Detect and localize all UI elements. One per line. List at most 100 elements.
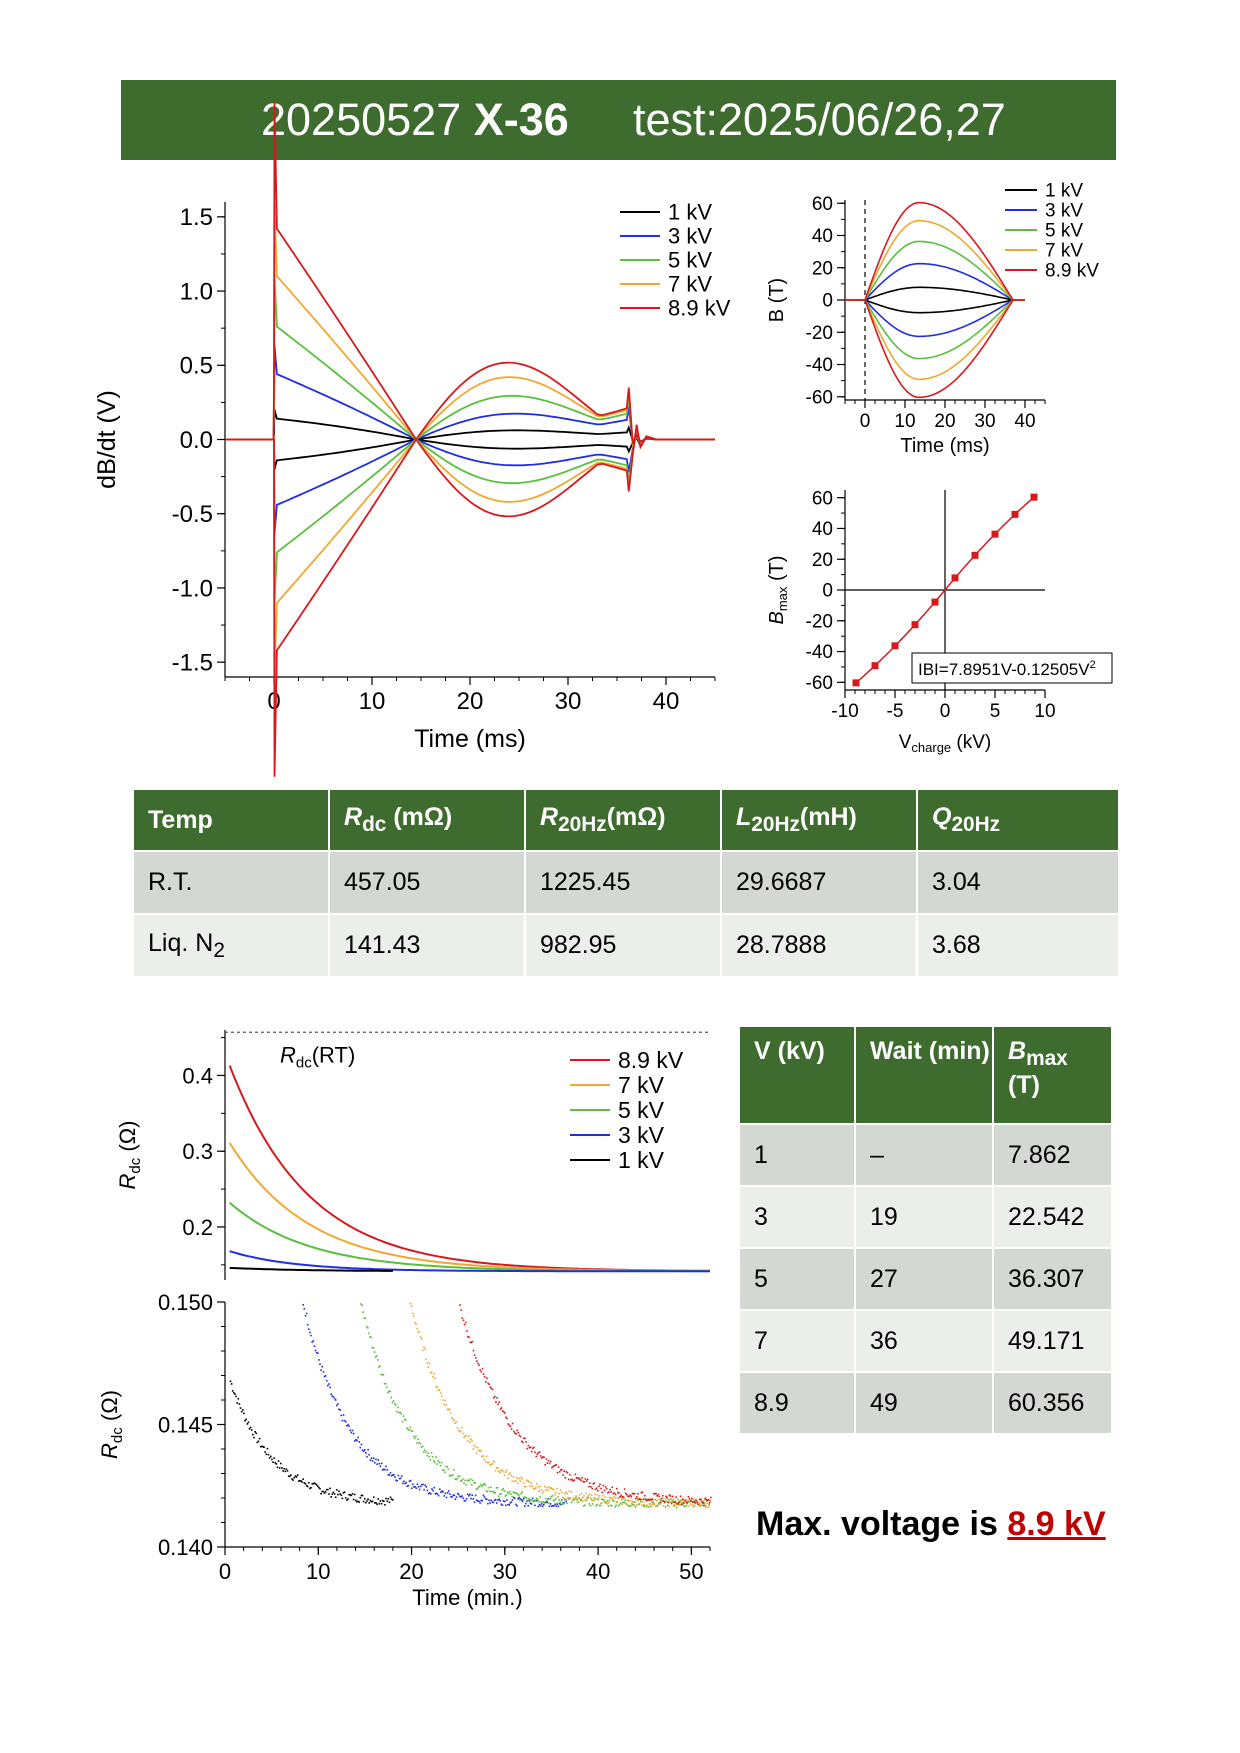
rdc-data-point: [399, 1411, 401, 1414]
rdc-data-point: [707, 1506, 709, 1509]
rdc-data-point: [622, 1497, 624, 1500]
rdc-data-point: [548, 1505, 551, 1507]
rdc-data-point: [434, 1461, 436, 1463]
rdc-data-point: [418, 1330, 421, 1333]
rdc-data-point: [398, 1411, 400, 1414]
rdc-data-point: [465, 1497, 468, 1500]
rdc-data-point: [626, 1494, 628, 1496]
rdc-data-point: [477, 1500, 479, 1502]
rdc-data-point: [375, 1502, 377, 1504]
rdc-data-point: [271, 1458, 273, 1461]
rdc-data-point: [477, 1449, 480, 1452]
rdc-data-point: [539, 1504, 542, 1507]
rdc-data-point: [257, 1440, 260, 1443]
rdc-data-point: [419, 1443, 422, 1445]
rdc-data-point: [538, 1451, 541, 1453]
rdc-data-point: [530, 1482, 533, 1484]
rdc-data-point: [627, 1495, 629, 1498]
rdc-data-point: [233, 1392, 235, 1394]
rdc-data-point: [506, 1491, 509, 1493]
rdc-data-point: [708, 1503, 710, 1506]
rdc-data-point: [513, 1492, 516, 1494]
rdc-data-point: [362, 1311, 365, 1313]
rdc-data-point: [455, 1496, 458, 1498]
rdc-data-point: [695, 1498, 697, 1501]
rdc-data-point: [234, 1393, 236, 1395]
rdc-data-point: [483, 1496, 486, 1498]
rdc-data-point: [390, 1396, 393, 1399]
rdc-data-point: [665, 1495, 667, 1498]
bfield-series-5kV: [845, 240, 1025, 301]
rdc-data-point: [524, 1437, 526, 1440]
rdc-data-point: [242, 1409, 244, 1411]
rdc-data-point: [396, 1479, 398, 1482]
rdc-data-point: [365, 1501, 367, 1504]
rdc-data-point: [503, 1474, 506, 1477]
rdc-data-point: [555, 1505, 557, 1507]
rdc-data-point: [549, 1487, 552, 1489]
rdc-data-point: [521, 1477, 524, 1480]
rdc-data-point: [266, 1447, 269, 1450]
bmax-data-point: [1030, 493, 1038, 501]
rdc-data-point: [704, 1498, 706, 1501]
rdc-data-point: [294, 1475, 297, 1477]
rdc-data-point: [641, 1504, 643, 1507]
rdc-data-point: [671, 1495, 674, 1498]
dbdt-series-neg-7kV: [225, 376, 715, 675]
cell-voltage: 1: [738, 1123, 856, 1187]
rdc-x-tick-label: 50: [679, 1559, 703, 1584]
rdc-data-point: [366, 1455, 368, 1458]
rdc-data-point: [440, 1491, 442, 1493]
rdc-data-point: [492, 1501, 495, 1504]
rdc-data-point: [456, 1477, 459, 1480]
rdc-data-point: [443, 1469, 445, 1472]
bmax-fit-label: IBI=7.8951V-0.12505V2: [918, 659, 1096, 679]
rdc-data-point: [371, 1346, 373, 1349]
rdc-data-point: [655, 1492, 657, 1495]
rdc-data-point: [546, 1501, 548, 1504]
bmax-data-point: [951, 574, 959, 582]
rdc-data-point: [238, 1403, 241, 1405]
bfield-y-tick-label: 60: [812, 194, 833, 215]
rdc-data-point: [649, 1499, 652, 1501]
rdc-data-point: [569, 1496, 572, 1499]
rdc-data-point: [590, 1498, 593, 1501]
bfield-x-tick-label: 30: [974, 411, 995, 432]
bmax-data-point: [911, 621, 919, 629]
rdc-data-point: [605, 1501, 607, 1503]
rdc-data-point: [317, 1352, 319, 1354]
rdc-data-point: [463, 1482, 465, 1484]
rdc-data-point: [434, 1493, 437, 1495]
rdc-data-point: [403, 1418, 406, 1421]
rdc-data-point: [660, 1501, 662, 1503]
rdc-data-point: [474, 1446, 477, 1448]
rdc-data-point: [471, 1340, 474, 1343]
rdc-data-point: [447, 1408, 450, 1410]
rdc-data-point: [555, 1464, 558, 1466]
cell-voltage: 8.9: [738, 1371, 856, 1435]
rdc-data-point: [552, 1505, 554, 1507]
rdc-data-point: [517, 1498, 519, 1500]
rdc-data-point: [318, 1486, 320, 1489]
rdc-data-point: [493, 1492, 495, 1494]
rdc-data-point: [497, 1403, 499, 1405]
rdc-data-point: [364, 1317, 367, 1319]
header-rdc-sub: dc: [362, 813, 387, 836]
bmax-x-tick-label: 10: [1034, 701, 1055, 722]
rdc-data-point: [689, 1503, 692, 1505]
rdc-data-point: [572, 1498, 574, 1501]
rdc-data-point: [472, 1349, 475, 1352]
rdc-data-point: [367, 1498, 369, 1500]
header-l20-sub: 20Hz: [751, 813, 800, 836]
rdc-data-point: [631, 1503, 633, 1505]
cell-rdc: 457.05: [328, 850, 526, 915]
rdc-data-point: [471, 1440, 473, 1442]
rdc-data-point: [682, 1500, 685, 1503]
rdc-data-point: [297, 1480, 300, 1482]
dbdt-series-neg-89kV: [225, 361, 715, 777]
rdc-data-point: [654, 1498, 657, 1501]
rdc-data-point: [400, 1475, 403, 1477]
rdc-data-point: [630, 1504, 632, 1507]
rdc-data-point: [633, 1501, 635, 1503]
header-q20-sub: 20Hz: [951, 813, 1001, 836]
